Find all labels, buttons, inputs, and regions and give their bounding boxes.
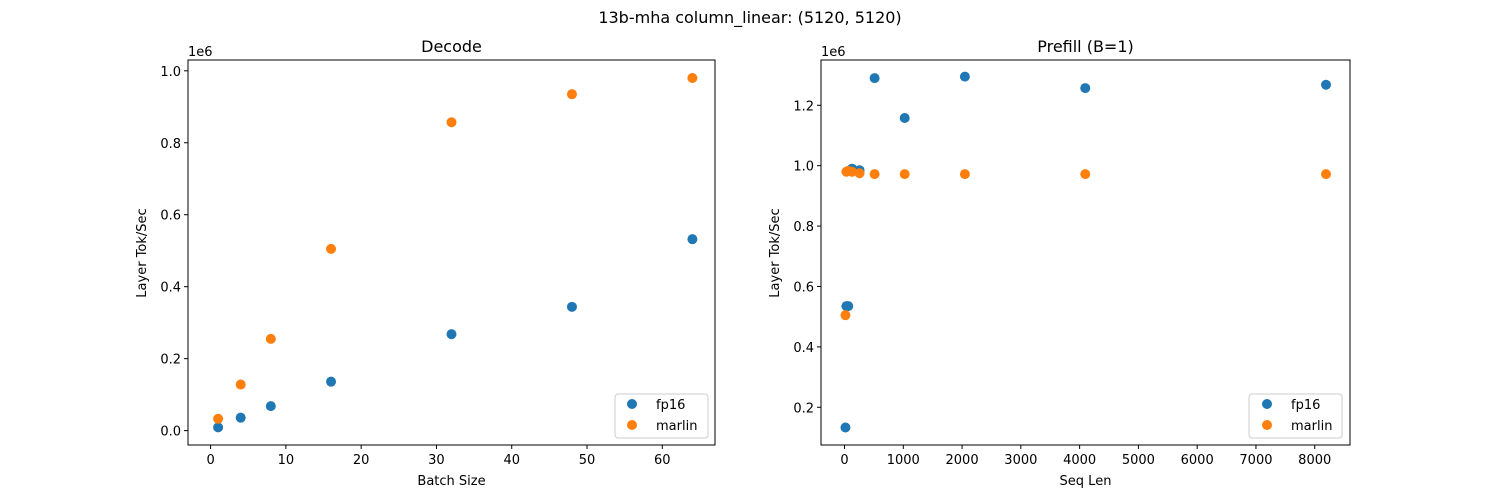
y-offset-text: 1e6 <box>188 45 213 60</box>
data-point-fp16 <box>899 112 910 123</box>
x-tick-label: 4000 <box>1063 453 1096 468</box>
legend-label-fp16: fp16 <box>1291 398 1320 413</box>
data-point-marlin <box>265 333 276 344</box>
x-tick-label: 1000 <box>887 453 920 468</box>
x-tick-label: 5000 <box>1122 453 1155 468</box>
x-axis-label: Seq Len <box>1060 474 1112 489</box>
x-axis-label: Batch Size <box>417 474 485 489</box>
data-point-marlin <box>687 72 698 83</box>
plot-points <box>213 72 698 433</box>
data-point-fp16 <box>446 329 457 340</box>
plot-points <box>840 71 1332 433</box>
axes-frame <box>187 59 716 446</box>
legend: fp16 marlin <box>1248 393 1343 439</box>
data-point-marlin <box>840 310 851 321</box>
legend-marker-marlin <box>627 420 637 430</box>
data-point-marlin <box>566 89 577 100</box>
data-point-fp16 <box>326 376 337 387</box>
x-tick-label: 20 <box>353 453 370 468</box>
data-point-fp16 <box>1080 83 1091 94</box>
data-point-marlin <box>213 413 224 424</box>
data-point-fp16 <box>843 301 854 312</box>
tick-group: 0 1000 2000 3000 4000 5000 6000 7000 8000 0.2 0.4 0… <box>793 99 1331 468</box>
axes-frame <box>820 59 1351 446</box>
data-point-marlin <box>869 169 880 180</box>
legend-label-marlin: marlin <box>1291 419 1332 434</box>
data-point-fp16 <box>869 73 880 84</box>
x-tick-label: 2000 <box>946 453 979 468</box>
data-point-fp16 <box>566 301 577 312</box>
data-point-marlin <box>1321 169 1332 180</box>
x-tick-label: 7000 <box>1239 453 1272 468</box>
data-point-marlin <box>847 166 858 177</box>
legend-marker-marlin <box>1262 420 1272 430</box>
y-tick-label: 0.4 <box>793 341 814 356</box>
legend-label-fp16: fp16 <box>656 398 685 413</box>
panel-title: Prefill (B=1) <box>1037 37 1134 56</box>
y-tick-label: 0.0 <box>160 425 181 440</box>
data-point-marlin <box>854 168 865 179</box>
figure-title: 13b-mha column_linear: (5120, 5120) <box>598 8 901 28</box>
data-point-marlin <box>446 117 457 128</box>
data-point-fp16 <box>959 71 970 82</box>
y-tick-label: 0.6 <box>160 209 181 224</box>
y-tick-label: 0.8 <box>793 220 814 235</box>
data-point-marlin <box>899 169 910 180</box>
y-axis-label: Layer Tok/Sec <box>768 208 783 297</box>
data-point-fp16 <box>265 401 276 412</box>
y-tick-label: 0.2 <box>160 353 181 368</box>
y-tick-label: 1.0 <box>160 65 181 80</box>
data-point-marlin <box>326 243 337 254</box>
panel-title: Decode <box>421 37 482 56</box>
data-point-fp16 <box>1321 79 1332 90</box>
data-point-marlin <box>1080 169 1091 180</box>
x-tick-label: 30 <box>428 453 445 468</box>
y-tick-label: 0.4 <box>160 281 181 296</box>
y-axis-label: Layer Tok/Sec <box>135 208 150 297</box>
legend-marker-fp16 <box>627 399 637 409</box>
legend: fp16 marlin <box>614 393 709 439</box>
y-tick-label: 0.2 <box>793 401 814 416</box>
data-point-fp16 <box>213 422 224 433</box>
y-offset-text: 1e6 <box>821 45 846 60</box>
x-tick-label: 50 <box>579 453 596 468</box>
legend-frame <box>614 393 709 439</box>
x-tick-label: 10 <box>278 453 295 468</box>
x-tick-label: 60 <box>654 453 671 468</box>
x-tick-label: 40 <box>503 453 520 468</box>
y-tick-label: 0.6 <box>793 280 814 295</box>
legend-frame <box>1248 393 1343 439</box>
x-tick-label: 8000 <box>1298 453 1331 468</box>
x-tick-label: 0 <box>840 453 848 468</box>
data-point-fp16 <box>687 234 698 245</box>
data-point-fp16 <box>840 422 851 433</box>
panel-decode: Decode 1e6 Batch Size Layer Tok/Sec 0 10 2… <box>135 37 716 489</box>
y-tick-label: 1.2 <box>793 99 814 114</box>
x-tick-label: 0 <box>206 453 214 468</box>
data-point-marlin <box>959 169 970 180</box>
x-tick-label: 3000 <box>1004 453 1037 468</box>
legend-marker-fp16 <box>1262 399 1272 409</box>
y-tick-label: 1.0 <box>793 160 814 175</box>
y-tick-label: 0.8 <box>160 137 181 152</box>
legend-label-marlin: marlin <box>656 419 697 434</box>
data-point-fp16 <box>235 412 246 423</box>
x-tick-label: 6000 <box>1181 453 1214 468</box>
data-point-marlin <box>235 379 246 390</box>
panel-prefill: Prefill (B=1) 1e6 Seq Len Layer Tok/Sec … <box>768 37 1351 489</box>
tick-group: 0 10 20 30 40 50 60 0.0 0.2 0.4 0.6 0.8 1.0 <box>160 65 670 468</box>
